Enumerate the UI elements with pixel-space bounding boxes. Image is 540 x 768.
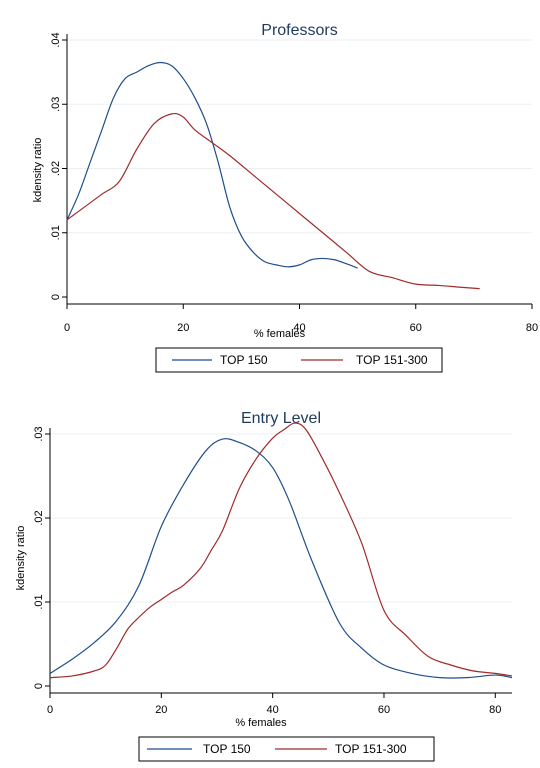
x-tick-label: 0 xyxy=(47,704,53,716)
x-tick-label: 80 xyxy=(526,322,538,334)
x-tick-label: 20 xyxy=(155,704,167,716)
y-tick-label: .02 xyxy=(33,510,45,525)
y-axis-label: kdensity ratio xyxy=(32,138,44,203)
chart-0: Professors 0 .01 .02 .03 .04 0 20 40 60 80 % female… xyxy=(32,22,538,373)
series-line-0 xyxy=(49,438,513,679)
y-tick-label: .04 xyxy=(50,32,62,47)
y-tick-label: .03 xyxy=(33,426,45,441)
chart-title: Entry Level xyxy=(241,410,321,427)
legend-label-0: TOP 150 xyxy=(220,353,268,367)
y-tick-label: .01 xyxy=(50,225,62,240)
y-tick-label: .03 xyxy=(50,97,62,112)
y-tick-label: .02 xyxy=(50,161,62,176)
y-tick-label: .01 xyxy=(33,594,45,609)
y-axis-label: kdensity ratio xyxy=(15,526,27,591)
x-tick-label: 40 xyxy=(267,704,279,716)
y-tick-label: 0 xyxy=(33,683,45,689)
x-axis-label: % females xyxy=(235,717,287,729)
x-tick-label: 40 xyxy=(293,322,305,334)
chart-title: Professors xyxy=(261,22,337,39)
legend-label-1: TOP 151-300 xyxy=(356,353,428,367)
legend: TOP 150 TOP 151-300 xyxy=(155,347,443,373)
x-tick-label: 0 xyxy=(64,322,70,334)
series-line-1 xyxy=(66,112,480,290)
x-tick-label: 60 xyxy=(410,322,422,334)
legend-label-1: TOP 151-300 xyxy=(335,742,407,756)
series-line-0 xyxy=(66,61,358,269)
x-axis-label: % females xyxy=(254,328,306,340)
x-tick-label: 20 xyxy=(177,322,189,334)
y-tick-label: 0 xyxy=(50,294,62,300)
legend-label-0: TOP 150 xyxy=(203,742,251,756)
x-tick-label: 60 xyxy=(378,704,390,716)
x-tick-label: 80 xyxy=(489,704,501,716)
chart-1: Entry Level 0 .01 .02 .03 0 20 40 60 80 % females k… xyxy=(15,410,513,762)
series-line-1 xyxy=(49,422,513,679)
legend: TOP 150 TOP 151-300 xyxy=(138,736,435,762)
